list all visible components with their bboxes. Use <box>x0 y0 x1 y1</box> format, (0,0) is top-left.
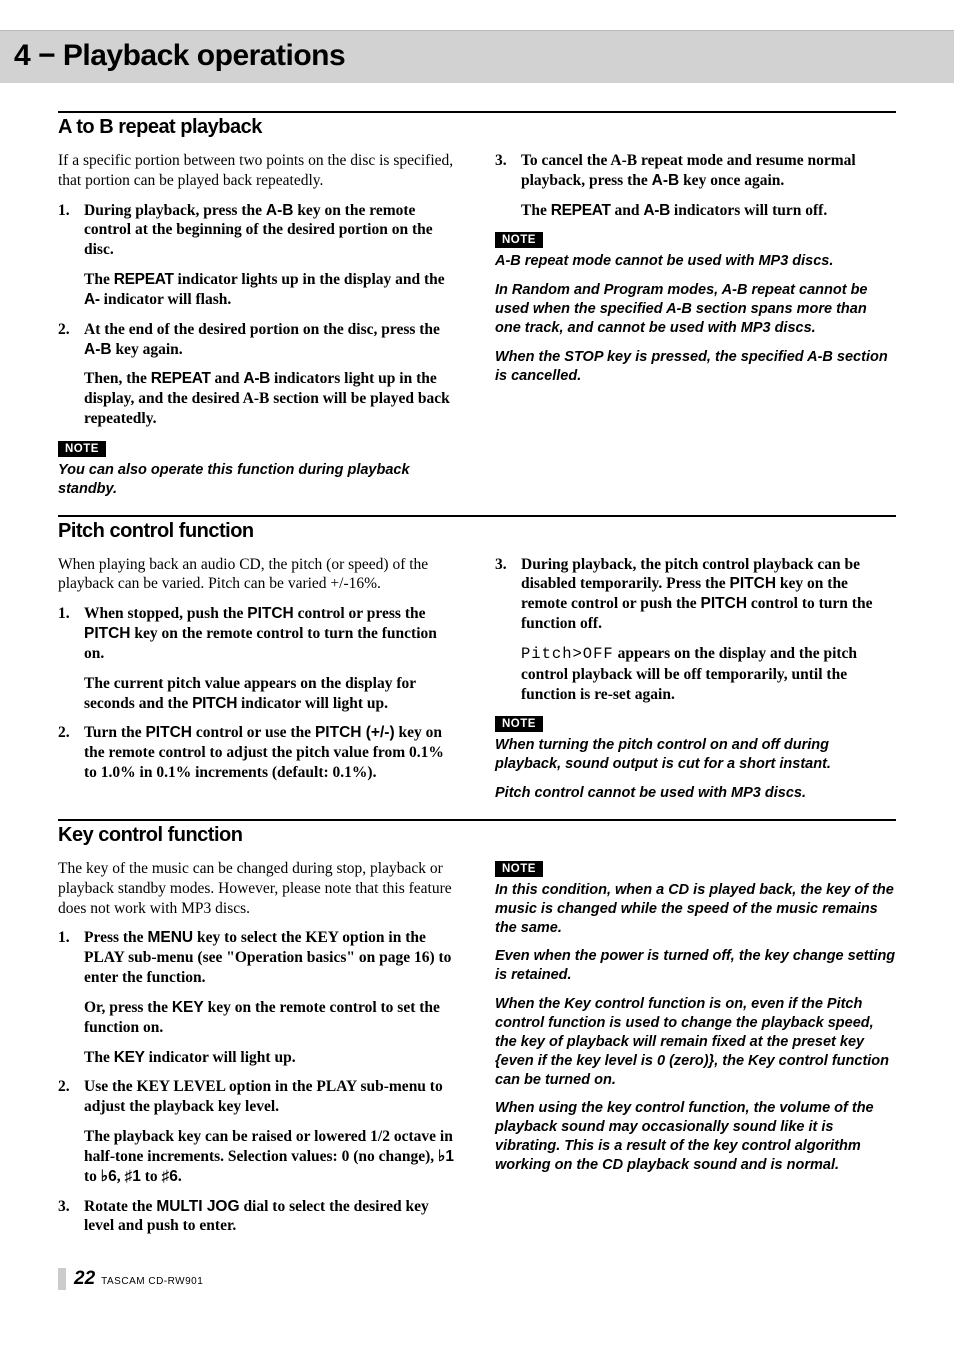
key-note-1: In this condition, when a CD is played b… <box>495 881 896 938</box>
pitch-step-1: 1. When stopped, push the PITCH control … <box>58 604 459 713</box>
model-name: TASCAM CD-RW901 <box>101 1276 203 1287</box>
step-number: 1. <box>58 201 84 310</box>
page-footer: 22 TASCAM CD-RW901 <box>58 1268 896 1290</box>
ab-step-2: 2. At the end of the desired portion on … <box>58 320 459 429</box>
ab-note-1: A-B repeat mode cannot be used with MP3 … <box>495 252 896 271</box>
pitch-step-2: 2. Turn the PITCH control or use the PIT… <box>58 723 459 782</box>
pitch-right-col: 3. During playback, the pitch control pl… <box>495 555 896 803</box>
pitch-left-col: When playing back an audio CD, the pitch… <box>58 555 459 803</box>
ab-left-note: You can also operate this function durin… <box>58 461 459 499</box>
step-body: Press the MENU key to select the KEY opt… <box>84 928 459 1067</box>
key-note-2: Even when the power is turned off, the k… <box>495 947 896 985</box>
chapter-header: 4 − Playback operations <box>0 30 954 83</box>
key-left-col: The key of the music can be changed duri… <box>58 859 459 1246</box>
step-body: Use the KEY LEVEL option in the PLAY sub… <box>84 1077 459 1186</box>
pitch-step-3: 3. During playback, the pitch control pl… <box>495 555 896 705</box>
step-number: 2. <box>58 1077 84 1186</box>
ab-step-3: 3. To cancel the A-B repeat mode and res… <box>495 151 896 220</box>
step-body: During playback, press the A-B key on th… <box>84 201 459 310</box>
key-intro: The key of the music can be changed duri… <box>58 859 459 918</box>
note-label: NOTE <box>58 441 106 457</box>
pitch-note-2: Pitch control cannot be used with MP3 di… <box>495 784 896 803</box>
note-label: NOTE <box>495 861 543 877</box>
pitch-note-1: When turning the pitch control on and of… <box>495 736 896 774</box>
ab-note-2: In Random and Program modes, A-B repeat … <box>495 281 896 338</box>
note-label: NOTE <box>495 716 543 732</box>
step-number: 1. <box>58 928 84 1067</box>
step-number: 3. <box>495 555 521 705</box>
ab-step-1: 1. During playback, press the A-B key on… <box>58 201 459 310</box>
step-body: Rotate the MULTI JOG dial to select the … <box>84 1197 459 1237</box>
step-body: To cancel the A-B repeat mode and resume… <box>521 151 896 220</box>
page-number: 22 <box>74 1268 95 1290</box>
section-title-ab: A to B repeat playback <box>58 111 896 139</box>
step-number: 3. <box>495 151 521 220</box>
step-number: 1. <box>58 604 84 713</box>
note-label: NOTE <box>495 232 543 248</box>
section-title-pitch: Pitch control function <box>58 515 896 543</box>
step-body: When stopped, push the PITCH control or … <box>84 604 459 713</box>
ab-intro: If a specific portion between two points… <box>58 151 459 191</box>
key-step-1: 1. Press the MENU key to select the KEY … <box>58 928 459 1067</box>
step-number: 2. <box>58 320 84 429</box>
section-ab-body: If a specific portion between two points… <box>58 151 896 499</box>
key-note-3: When the Key control function is on, eve… <box>495 995 896 1089</box>
step-body: Turn the PITCH control or use the PITCH … <box>84 723 459 782</box>
step-number: 2. <box>58 723 84 782</box>
step-body: During playback, the pitch control playb… <box>521 555 896 705</box>
key-step-2: 2. Use the KEY LEVEL option in the PLAY … <box>58 1077 459 1186</box>
step-body: At the end of the desired portion on the… <box>84 320 459 429</box>
ab-note-3: When the STOP key is pressed, the specif… <box>495 348 896 386</box>
section-title-key: Key control function <box>58 819 896 847</box>
ab-right-col: 3. To cancel the A-B repeat mode and res… <box>495 151 896 499</box>
step-number: 3. <box>58 1197 84 1237</box>
key-step-3: 3. Rotate the MULTI JOG dial to select t… <box>58 1197 459 1237</box>
key-note-4: When using the key control function, the… <box>495 1099 896 1174</box>
section-key-body: The key of the music can be changed duri… <box>58 859 896 1246</box>
pitch-intro: When playing back an audio CD, the pitch… <box>58 555 459 595</box>
section-pitch-body: When playing back an audio CD, the pitch… <box>58 555 896 803</box>
key-right-col: NOTE In this condition, when a CD is pla… <box>495 859 896 1246</box>
ab-left-col: If a specific portion between two points… <box>58 151 459 499</box>
chapter-title: 4 − Playback operations <box>14 39 940 73</box>
